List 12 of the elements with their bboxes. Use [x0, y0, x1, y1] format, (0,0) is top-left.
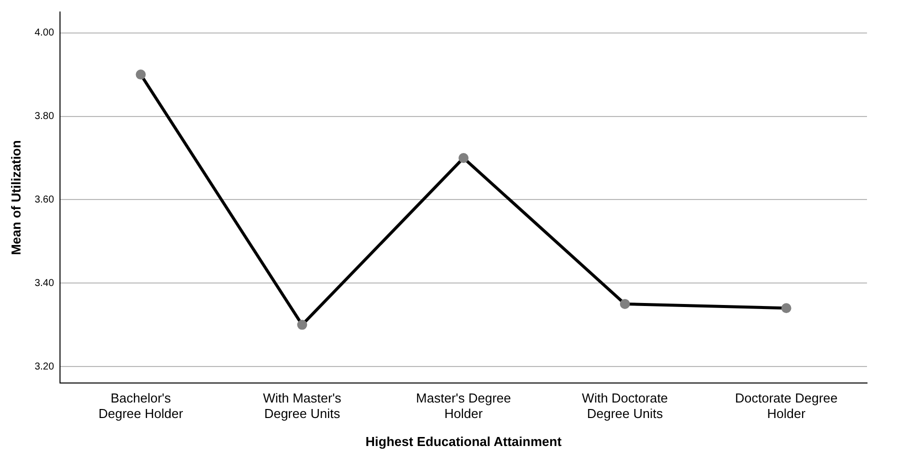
x-axis-title: Highest Educational Attainment [366, 434, 562, 449]
x-tick-label: Doctorate Degree Holder [734, 390, 838, 422]
x-tick-label: With Master's Degree Units [262, 390, 342, 422]
y-axis-title: Mean of Utilization [8, 140, 24, 256]
y-tick-label: 3.60 [34, 194, 54, 206]
y-tick-label: 3.20 [34, 361, 54, 372]
y-tick-label: 4.00 [34, 28, 54, 39]
x-tick-label: Master's Degree Holder [416, 390, 512, 422]
x-tick-label: With Doctorate Degree Units [582, 390, 668, 422]
y-tick-label: 3.80 [34, 111, 54, 122]
y-tick-label: 3.40 [34, 278, 54, 289]
x-tick-label: Bachelor's Degree Holder [98, 390, 184, 422]
